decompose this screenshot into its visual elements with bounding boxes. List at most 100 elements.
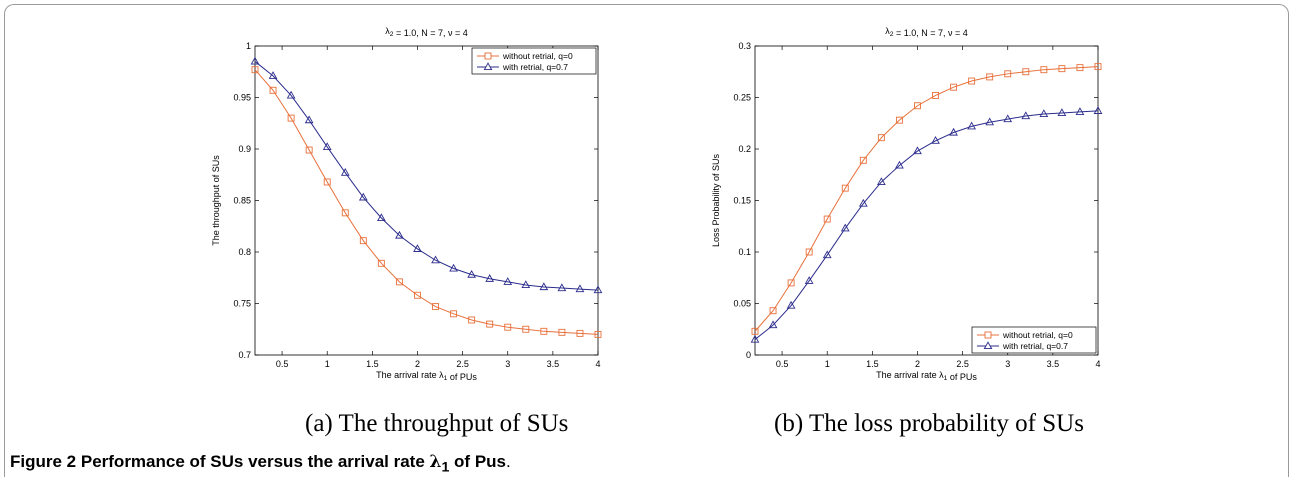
x-axis-label: The arrival rate λ1 of PUs	[376, 370, 477, 382]
y-tick-label: 0.05	[733, 299, 751, 309]
data-point	[304, 115, 314, 124]
data-point	[877, 134, 885, 142]
chart-title: λ2 = 1.0, N = 7, ν = 4	[885, 26, 968, 38]
legend-marker	[483, 62, 493, 71]
data-point	[522, 325, 530, 333]
data-point	[305, 146, 313, 154]
y-axis-label: The throughput of SUs	[211, 155, 221, 246]
x-tick-label: 0.5	[276, 359, 289, 369]
data-point	[269, 86, 277, 94]
y-tick-label: 0.3	[738, 41, 751, 51]
subcaption-a: (a) The throughput of SUs	[305, 410, 569, 437]
data-point	[287, 114, 295, 122]
y-tick-label: 0.75	[233, 299, 251, 309]
data-point	[985, 117, 995, 126]
data-point	[823, 215, 831, 223]
data-point	[1093, 106, 1103, 114]
data-point	[341, 209, 349, 217]
x-tick-label: 3.5	[1047, 359, 1060, 369]
chart-throughput: λ2 = 1.0, N = 7, ν = 4 0.5 1 1.5 2 2.5 3 3.5 4 0.…	[211, 26, 603, 382]
data-point	[1021, 111, 1031, 120]
data-point	[250, 56, 260, 65]
x-axis-label: The arrival rate λ1 of PUs	[876, 370, 977, 382]
data-point	[431, 255, 440, 264]
x-tick-label: 1	[825, 359, 830, 369]
legend-label: without retrial, q=0	[1002, 330, 1073, 340]
x-tick-label: 2.5	[956, 359, 969, 369]
x-tick-label: 0.5	[776, 359, 789, 369]
x-tick-label: 3.5	[547, 359, 560, 369]
figure-frame	[4, 4, 1289, 477]
data-point	[1076, 64, 1084, 72]
data-point	[859, 156, 867, 164]
data-point	[323, 178, 331, 186]
data-point	[286, 90, 296, 99]
data-point	[575, 284, 585, 293]
data-point	[251, 66, 259, 74]
data-point	[840, 223, 850, 232]
data-point	[1075, 107, 1085, 115]
data-point	[322, 142, 332, 150]
data-point	[931, 136, 940, 144]
data-point	[414, 291, 421, 299]
plot-area	[254, 45, 599, 356]
data-point	[805, 248, 813, 256]
x-tick-label: 2	[915, 359, 920, 369]
y-tick-label: 0.9	[238, 144, 251, 154]
chart-title: λ2 = 1.0, N = 7, ν = 4	[385, 26, 468, 38]
legend-box	[971, 326, 1097, 354]
data-point	[413, 244, 422, 252]
subcaption-b: (b) The loss probability of SUs	[774, 410, 1084, 437]
x-tick-label: 4	[1095, 359, 1100, 369]
x-tick-label: 2	[415, 359, 420, 369]
data-point	[950, 83, 958, 91]
data-point	[377, 259, 385, 267]
data-point	[786, 300, 796, 309]
y-tick-label: 0.7	[238, 350, 251, 360]
x-tick-label: 1	[325, 359, 330, 369]
data-point	[358, 192, 368, 201]
data-point	[1004, 70, 1012, 78]
legend-marker	[983, 341, 993, 350]
data-point	[822, 250, 832, 259]
data-point	[895, 116, 903, 124]
figure-caption-text: Performance of SUs versus the arrival ra…	[80, 452, 506, 476]
data-point	[395, 278, 403, 286]
data-point	[576, 329, 584, 337]
y-tick-label: 0.85	[233, 196, 251, 206]
x-tick-label: 3	[1005, 359, 1010, 369]
data-point	[539, 282, 549, 291]
data-point	[804, 276, 814, 284]
data-point	[769, 307, 777, 315]
data-point	[558, 328, 566, 336]
legend-marker	[484, 52, 492, 60]
data-point	[895, 160, 904, 169]
y-tick-label: 1	[246, 41, 251, 51]
data-point	[750, 334, 760, 343]
data-point	[787, 279, 795, 287]
data-point	[467, 269, 477, 278]
data-point	[1094, 63, 1102, 71]
legend-label: without retrial, q=0	[502, 51, 573, 61]
data-point	[1058, 65, 1066, 73]
data-point	[521, 280, 531, 289]
data-point	[968, 77, 976, 85]
x-tick-label: 3	[505, 359, 510, 369]
figure-caption-end: .	[506, 452, 511, 471]
data-point	[268, 71, 278, 79]
y-tick-label: 0.2	[738, 144, 751, 154]
data-point	[485, 274, 495, 282]
data-point	[359, 237, 367, 245]
x-tick-label: 1.5	[366, 359, 379, 369]
data-point	[967, 121, 977, 130]
y-tick-label: 0	[746, 350, 751, 360]
legend-box	[471, 47, 597, 75]
y-tick-label: 0.95	[233, 93, 251, 103]
data-point	[1040, 66, 1048, 74]
data-point	[1039, 109, 1049, 118]
data-point	[949, 127, 958, 136]
y-tick-label: 0.15	[733, 196, 751, 206]
series-line	[754, 110, 1099, 340]
y-axis-label: Loss Probability of SUs	[711, 153, 721, 247]
chart-loss-probability: λ2 = 1.0, N = 7, ν = 4 0.5 1 1.5 2 2.5 3 3.5 4 0 0…	[711, 26, 1103, 382]
